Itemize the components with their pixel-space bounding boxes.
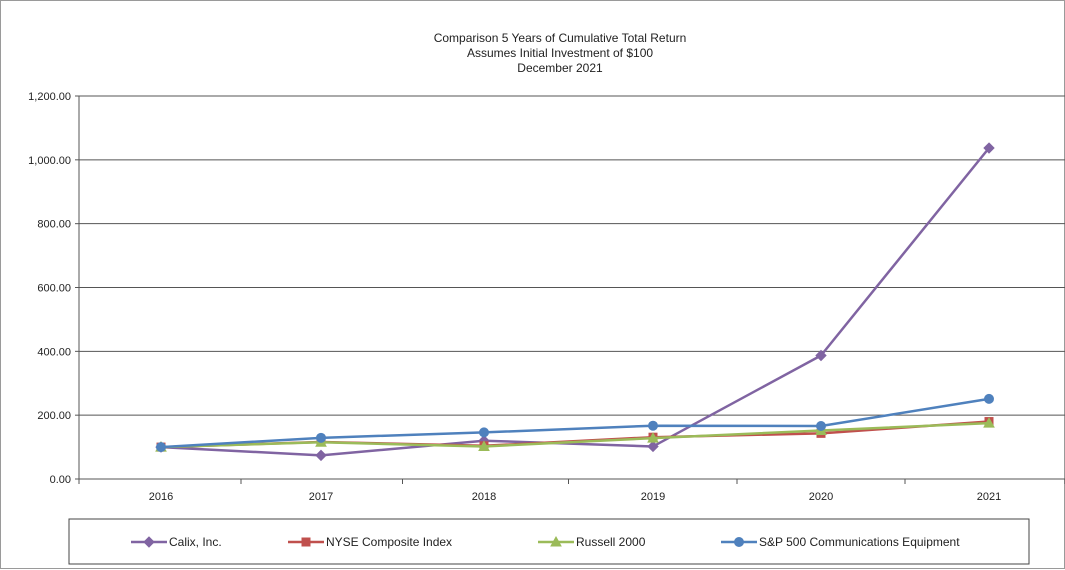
data-point-0-5 bbox=[983, 142, 995, 154]
y-tick-label-4: 800.00 bbox=[37, 219, 71, 231]
legend-label-2: Russell 2000 bbox=[576, 535, 646, 549]
y-tick-label-6: 1,200.00 bbox=[28, 91, 71, 103]
legend-item-3: S&P 500 Communications Equipment bbox=[721, 535, 960, 549]
data-point-3-2 bbox=[479, 427, 489, 438]
data-point-2-5 bbox=[983, 417, 995, 428]
chart-title-line-1: Comparison 5 Years of Cumulative Total R… bbox=[434, 31, 687, 45]
legend-item-0: Calix, Inc. bbox=[131, 535, 222, 549]
series-1 bbox=[156, 417, 994, 452]
data-point-3-4 bbox=[816, 421, 826, 432]
chart-title-line-2: Assumes Initial Investment of $100 bbox=[467, 46, 653, 60]
data-point-3-1 bbox=[316, 432, 326, 443]
data-point-0-3 bbox=[647, 440, 659, 453]
x-tick-label-4: 2020 bbox=[809, 491, 833, 503]
x-axis-tick-labels: 2016 2017 2018 2019 2020 2021 bbox=[149, 491, 1001, 503]
data-point-0-4 bbox=[815, 349, 827, 362]
series-0 bbox=[155, 142, 995, 462]
series-3 bbox=[156, 393, 994, 453]
series-line-2 bbox=[160, 421, 990, 449]
series-line-3 bbox=[160, 397, 990, 449]
y-tick-label-5: 1,000.00 bbox=[28, 155, 71, 167]
legend: Calix, Inc. NYSE Composite Index Russell 2… bbox=[68, 518, 1030, 565]
series-line-0 bbox=[160, 147, 990, 457]
data-point-2-3 bbox=[647, 432, 659, 443]
series-lines bbox=[155, 142, 995, 462]
data-point-2-2 bbox=[478, 440, 490, 451]
legend-marker-2 bbox=[550, 535, 562, 547]
x-tick-label-5: 2021 bbox=[977, 491, 1001, 503]
x-tick-label-3: 2019 bbox=[641, 491, 665, 503]
legend-label-3: S&P 500 Communications Equipment bbox=[759, 535, 960, 549]
y-tick-label-2: 400.00 bbox=[37, 346, 71, 358]
y-axis-tick-labels: 0.00 200.00 400.00 600.00 800.00 1,000.00 1,20… bbox=[28, 91, 71, 486]
y-tick-label-3: 600.00 bbox=[37, 283, 71, 295]
x-tick-label-2: 2018 bbox=[472, 491, 496, 503]
chart-title: Comparison 5 Years of Cumulative Total R… bbox=[434, 31, 687, 75]
legend-marker-0 bbox=[143, 536, 155, 548]
y-tick-label-0: 0.00 bbox=[50, 474, 71, 486]
data-point-0-1 bbox=[315, 449, 327, 462]
legend-label-0: Calix, Inc. bbox=[169, 535, 222, 549]
data-point-3-5 bbox=[984, 393, 994, 404]
axes bbox=[75, 95, 1065, 484]
x-tick-label-1: 2017 bbox=[309, 491, 333, 503]
legend-item-1: NYSE Composite Index bbox=[288, 535, 452, 549]
legend-marker-3 bbox=[734, 537, 744, 547]
gridlines bbox=[79, 95, 1065, 416]
legend-label-1: NYSE Composite Index bbox=[326, 535, 452, 549]
x-tick-label-0: 2016 bbox=[149, 491, 173, 503]
legend-item-2: Russell 2000 bbox=[538, 535, 646, 549]
data-point-3-0 bbox=[156, 442, 166, 453]
data-point-3-3 bbox=[648, 420, 658, 431]
legend-marker-1 bbox=[301, 537, 311, 547]
chart-title-line-3: December 2021 bbox=[517, 61, 603, 75]
y-tick-label-1: 200.00 bbox=[37, 410, 71, 422]
series-2 bbox=[155, 417, 995, 452]
